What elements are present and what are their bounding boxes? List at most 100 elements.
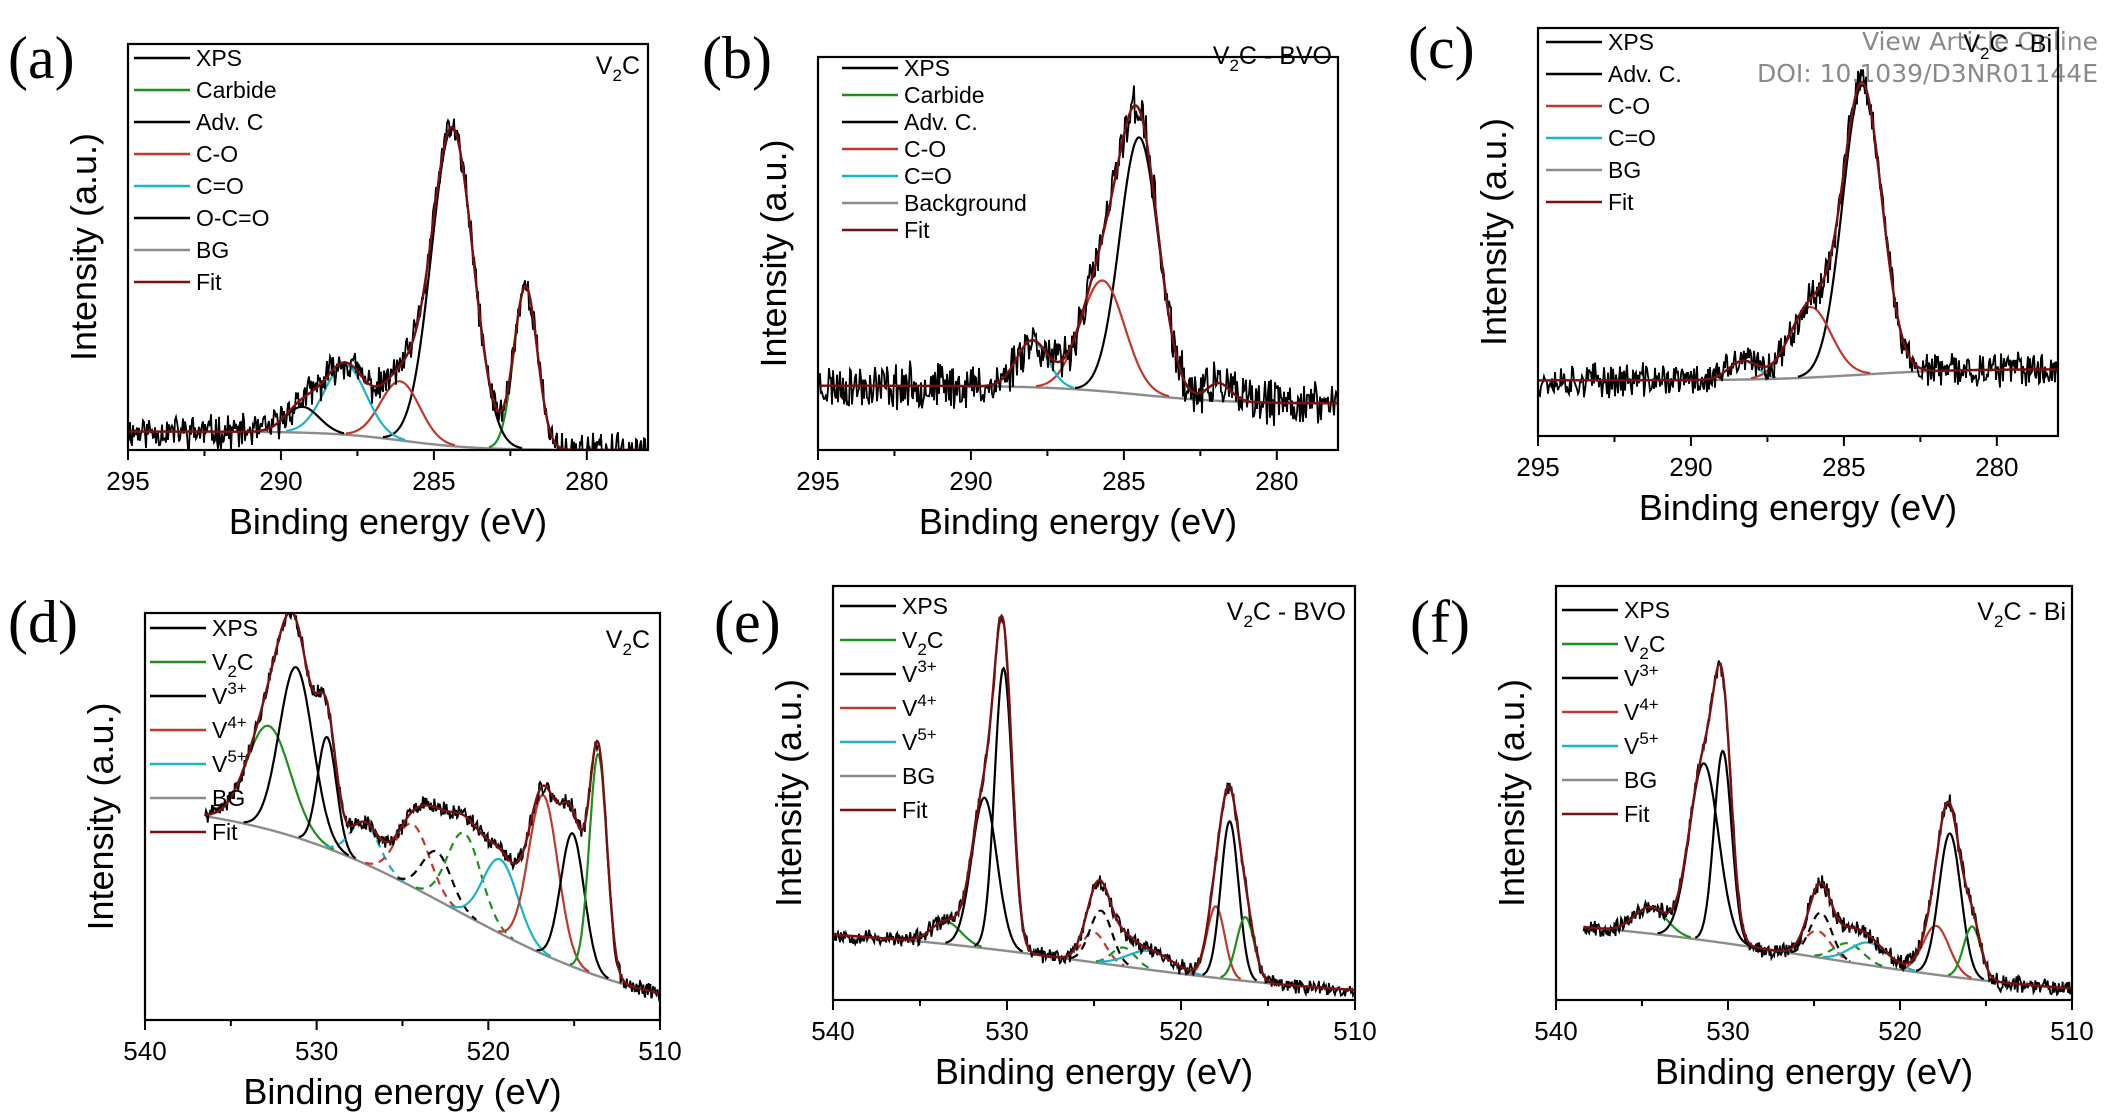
panel-c: 295 290 285 280 Binding energy (eV) Intensity…: [1408, 15, 2060, 528]
series-component-v3-: [974, 666, 1034, 954]
series-component-v4-: [1063, 931, 1125, 967]
series-fit: [128, 125, 648, 450]
legend-entry: V2C: [1624, 631, 1665, 663]
legend-entry: Carbide: [904, 82, 985, 108]
x-tick-label: 520: [1159, 1016, 1202, 1046]
series-xps: [128, 118, 648, 450]
x-tick-label: 510: [1333, 1016, 1376, 1046]
x-tick-label: 520: [1878, 1016, 1921, 1046]
legend-entry: BG: [902, 763, 935, 789]
x-tick-label: 510: [2050, 1016, 2093, 1046]
legend-entry: Fit: [902, 797, 928, 823]
watermark-line2[interactable]: DOI: 10.1039/D3NR01144E: [1757, 59, 2098, 88]
legend-entry: V3+: [902, 657, 937, 687]
legend: XPS Carbide Adv. C C-O C=O O-C=O BG Fit: [134, 45, 277, 295]
sample-label: V2C - BVO: [1227, 598, 1346, 631]
series-component-v3-: [1070, 909, 1132, 968]
x-tick-label: 510: [638, 1036, 681, 1066]
panel-e: 540 530 520 510 Binding energy (eV) Intensity…: [714, 584, 1377, 1092]
legend-entry: V4+: [212, 713, 247, 743]
panel-label: (b): [702, 25, 772, 91]
series-component-v3-: [536, 832, 610, 980]
series-component-v3-: [945, 796, 1024, 953]
x-tick-label: 285: [412, 466, 455, 496]
legend-entry: Fit: [196, 269, 222, 295]
legend-entry: Adv. C.: [1608, 61, 1682, 87]
panel-label: (d): [8, 589, 78, 655]
sample-label: V2C - Bi: [1963, 30, 2052, 63]
legend-entry: C-O: [196, 141, 238, 167]
y-axis-title: Intensity (a.u.): [63, 133, 104, 361]
legend-entry: V4+: [1624, 695, 1659, 725]
legend-entry: Adv. C: [196, 109, 263, 135]
sample-label: V2C - BVO: [1213, 42, 1332, 75]
series-component-v3-: [243, 666, 350, 857]
legend-entry: C=O: [196, 173, 244, 199]
plot-area-e: [833, 613, 1355, 999]
x-axis-title: Binding energy (eV): [1639, 487, 1957, 528]
sample-label: V2C: [596, 52, 640, 85]
x-tick-label: 540: [811, 1016, 854, 1046]
panel-d: 540 530 520 510 Binding energy (eV) Intensity…: [8, 589, 682, 1112]
y-axis-title: Intensity (a.u.): [768, 679, 809, 907]
legend-entry: Fit: [1608, 189, 1634, 215]
legend-entry: C=O: [904, 163, 952, 189]
series-component-v2c: [415, 831, 514, 940]
legend-entry: XPS: [212, 615, 258, 641]
panel-b: 295 290 285 280 Binding energy (eV) Intensity…: [702, 25, 1340, 542]
plot-area-d: [204, 613, 660, 1002]
legend-entry: BG: [212, 785, 245, 811]
series-bg: [128, 430, 648, 450]
x-tick-label: 285: [1822, 452, 1865, 482]
legend-entry: BG: [1608, 157, 1641, 183]
legend-entry: Fit: [1624, 801, 1650, 827]
series-component-c-o: [1035, 279, 1170, 398]
x-tick-label: 295: [796, 466, 839, 496]
x-tick-label: 295: [106, 466, 149, 496]
legend-entry: Adv. C.: [904, 109, 978, 135]
series-component-v3-: [298, 735, 357, 860]
legend-entry: Background: [904, 190, 1027, 216]
legend-entry: C-O: [1608, 93, 1650, 119]
x-tick-label: 530: [985, 1016, 1028, 1046]
x-tick-label: 290: [259, 466, 302, 496]
series-xps: [818, 85, 1338, 426]
x-axis-title: Binding energy (eV): [1655, 1051, 1973, 1092]
x-tick-label: 530: [295, 1036, 338, 1066]
sample-label: V2C - Bi: [1977, 598, 2066, 631]
legend-entry: XPS: [904, 55, 950, 81]
x-axis-title: Binding energy (eV): [243, 1071, 561, 1112]
legend-entry: V5+: [1624, 729, 1659, 759]
plot-area-c: [1538, 69, 2058, 399]
y-axis-title: Intensity (a.u.): [753, 139, 794, 367]
legend-entry: V2C: [212, 649, 253, 681]
series-bg: [204, 815, 660, 995]
legend-entry: Fit: [904, 217, 930, 243]
y-axis-title: Intensity (a.u.): [80, 702, 121, 930]
series-fit: [1583, 662, 2072, 990]
panel-label: (e): [714, 589, 781, 655]
series-fit: [833, 613, 1355, 992]
x-tick-label: 280: [1255, 466, 1298, 496]
x-tick-label: 290: [949, 466, 992, 496]
plot-area-b: [818, 85, 1338, 426]
legend: XPS Adv. C. C-O C=O BG Fit: [1546, 29, 1682, 215]
sample-label: V2C: [606, 626, 650, 659]
legend-entry: C=O: [1608, 125, 1656, 151]
series-bg: [1583, 925, 2072, 990]
legend-entry: V2C: [902, 627, 943, 659]
legend-entry: V3+: [1624, 661, 1659, 691]
x-tick-label: 280: [565, 466, 608, 496]
series-component-v4-: [1190, 905, 1242, 981]
series-xps: [1538, 69, 2058, 399]
panel-f: 540 530 520 510 Binding energy (eV) Intensity…: [1410, 584, 2094, 1092]
series-component-v3-: [1915, 832, 1985, 981]
x-tick-label: 520: [467, 1036, 510, 1066]
x-tick-label: 540: [123, 1036, 166, 1066]
plot-frame: [126, 42, 650, 452]
legend-entry: BG: [1624, 767, 1657, 793]
